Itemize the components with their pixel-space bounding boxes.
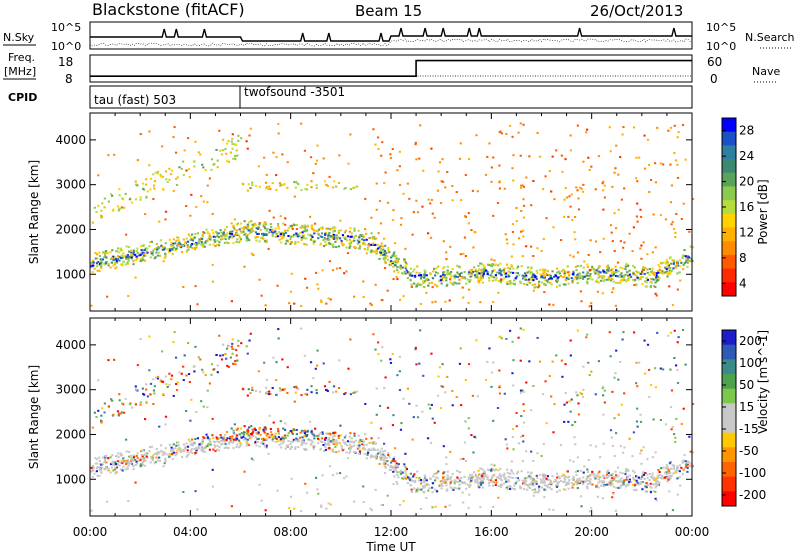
time-axis: 00:00 04:00 08:00 12:00 16:00 20:00 00:00: [73, 525, 710, 539]
colorbar-tick: 15: [739, 400, 754, 414]
y-tick-label: 1000: [55, 267, 86, 281]
colorbar-swatch: [722, 359, 736, 375]
colorbar-swatch: [722, 330, 736, 346]
freq-label: Freq.: [8, 51, 35, 64]
nave-tick-top: 60: [707, 55, 722, 69]
y-tick-label: 2000: [55, 427, 86, 441]
colorbar-swatch: [722, 131, 736, 146]
colorbar-tick: -100: [739, 466, 766, 480]
noise-tick-bottom-right: 10^0: [706, 40, 736, 53]
x-tick-label: 00:00: [675, 525, 710, 539]
cpid-label: CPID: [8, 91, 37, 104]
colorbar-swatch: [722, 344, 736, 360]
colorbar-swatch: [722, 227, 736, 242]
colorbar-swatch: [722, 432, 736, 448]
nave-label: Nave: [752, 65, 780, 78]
colorbar-swatch: [722, 476, 736, 492]
colorbar-swatch: [722, 447, 736, 463]
cpid-panel: CPID tau (fast) 503 twofsound -3501: [8, 85, 693, 109]
x-tick-label: 12:00: [374, 525, 409, 539]
colorbar-swatch: [722, 403, 736, 419]
colorbar-tick: -15: [739, 422, 759, 436]
colorbar-swatch: [722, 268, 736, 283]
colorbar-tick: 200: [739, 334, 762, 348]
noise-panel: N.Sky 10^5 10^0 10^5 10^0 N.Search: [3, 21, 795, 53]
noise-tick-top-left: 10^5: [51, 21, 81, 34]
nave-tick-bottom: 0: [710, 72, 718, 86]
colorbar-swatch: [722, 200, 736, 215]
colorbar-swatch: [722, 418, 736, 434]
velocity-colorbar-label: Velocity [m s^-1]: [756, 330, 770, 434]
colorbar-tick: 24: [739, 149, 754, 163]
station-title: Blackstone (fitACF): [92, 0, 245, 19]
colorbar-swatch: [722, 254, 736, 270]
colorbar-swatch: [722, 213, 736, 229]
colorbar-swatch: [722, 186, 736, 201]
nsky-label: N.Sky: [3, 31, 35, 44]
colorbar-swatch: [722, 282, 736, 297]
y-tick-label: 2000: [55, 222, 86, 236]
velocity-panel: 1000 2000 3000 4000 Slant Range [km]: [27, 317, 695, 517]
x-tick-label: 20:00: [574, 525, 609, 539]
nsearch-label: N.Search: [745, 31, 795, 44]
colorbar-tick: 16: [739, 200, 754, 214]
freq-trace: [90, 59, 692, 77]
noise-tick-top-right: 10^5: [706, 21, 736, 34]
colorbar-swatch: [722, 241, 736, 256]
x-tick-label: 08:00: [273, 525, 308, 539]
colorbar-tick: 12: [739, 225, 754, 239]
y-tick-label: 1000: [55, 472, 86, 486]
y-tick-label: 4000: [55, 338, 86, 352]
y-tick-label: 4000: [55, 133, 86, 147]
colorbar-swatch: [722, 491, 736, 507]
colorbar-tick: 4: [739, 276, 747, 290]
colorbar-tick: 20: [739, 175, 754, 189]
noise-tick-bottom-left: 10^0: [51, 40, 81, 53]
colorbar-swatch: [722, 172, 736, 187]
colorbar-swatch: [722, 145, 736, 160]
velocity-colorbar: 200 100 50 15 -15 -50 -100 -200: [721, 329, 766, 507]
freq-tick-top: 18: [58, 55, 73, 69]
frequency-panel: Freq. [MHz] 18 8 60 0 Nave: [3, 51, 780, 86]
freq-tick-bottom: 8: [65, 72, 73, 86]
date-title: 26/Oct/2013: [590, 2, 683, 20]
noise-sky-trace: [90, 27, 692, 42]
colorbar-tick: 28: [739, 124, 754, 138]
colorbar-tick: -50: [739, 444, 759, 458]
power-ylabel: Slant Range [km]: [27, 160, 41, 264]
noise-search-trace: [89, 38, 693, 47]
cpid-segment-1: tau (fast) 503: [94, 93, 176, 107]
colorbar-swatch: [722, 388, 736, 404]
colorbar-tick: 100: [739, 356, 762, 370]
x-tick-label: 16:00: [474, 525, 509, 539]
x-tick-label: 04:00: [173, 525, 208, 539]
power-panel: 1000 2000 3000 4000 Slant Range [km]: [27, 112, 695, 312]
y-tick-label: 3000: [55, 383, 86, 397]
beam-title: Beam 15: [355, 2, 422, 20]
colorbar-tick: 50: [739, 378, 754, 392]
velocity-scatter: [90, 327, 695, 513]
colorbar-tick: 8: [739, 251, 747, 265]
colorbar-swatch: [722, 374, 736, 390]
power-scatter: [90, 122, 695, 308]
colorbar-swatch: [722, 118, 736, 133]
time-axis-label: Time UT: [365, 540, 416, 554]
power-colorbar: 28 24 20 16 12 8 4: [721, 117, 754, 297]
velocity-ylabel: Slant Range [km]: [27, 365, 41, 469]
power-colorbar-label: Power [dB]: [756, 179, 770, 244]
freq-unit: [MHz]: [4, 65, 36, 78]
colorbar-swatch: [722, 159, 736, 174]
y-tick-label: 3000: [55, 178, 86, 192]
cpid-segment-2: twofsound -3501: [244, 85, 345, 99]
x-tick-label: 00:00: [73, 525, 108, 539]
colorbar-tick: -200: [739, 488, 766, 502]
colorbar-swatch: [722, 462, 736, 478]
